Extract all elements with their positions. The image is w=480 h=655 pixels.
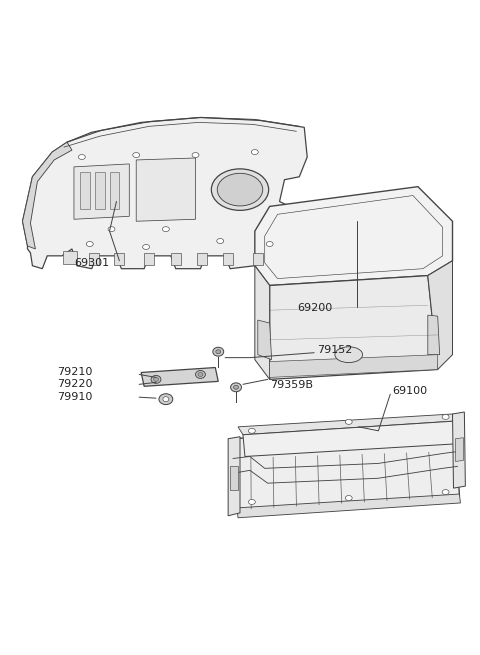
Polygon shape (171, 253, 180, 265)
Polygon shape (453, 412, 466, 488)
Ellipse shape (217, 238, 224, 244)
Polygon shape (89, 253, 99, 265)
Ellipse shape (154, 377, 158, 381)
Polygon shape (63, 251, 77, 264)
Polygon shape (233, 424, 459, 510)
Ellipse shape (249, 428, 255, 433)
Polygon shape (228, 437, 240, 515)
Ellipse shape (143, 244, 150, 250)
Polygon shape (255, 266, 270, 379)
Ellipse shape (234, 385, 239, 389)
Polygon shape (253, 253, 263, 265)
Ellipse shape (335, 346, 362, 363)
Polygon shape (197, 253, 207, 265)
Ellipse shape (192, 153, 199, 157)
Polygon shape (114, 253, 124, 265)
Ellipse shape (159, 394, 173, 405)
Ellipse shape (162, 227, 169, 232)
Polygon shape (95, 172, 105, 210)
Ellipse shape (198, 373, 203, 377)
Text: 79210: 79210 (57, 367, 93, 377)
Polygon shape (230, 466, 238, 490)
Polygon shape (243, 421, 459, 457)
Polygon shape (74, 164, 129, 219)
Text: 79910: 79910 (57, 392, 93, 402)
Polygon shape (428, 261, 453, 369)
Ellipse shape (213, 347, 224, 356)
Ellipse shape (230, 383, 241, 392)
Text: 79152: 79152 (317, 345, 352, 355)
Ellipse shape (442, 415, 449, 419)
Polygon shape (237, 494, 460, 517)
Polygon shape (144, 253, 154, 265)
Ellipse shape (195, 371, 205, 379)
Ellipse shape (345, 419, 352, 424)
Polygon shape (223, 253, 233, 265)
Ellipse shape (249, 500, 255, 504)
Ellipse shape (266, 242, 273, 246)
Text: 69200: 69200 (297, 303, 333, 313)
Ellipse shape (108, 227, 115, 232)
Ellipse shape (345, 496, 352, 500)
Text: 79359B: 79359B (270, 381, 312, 390)
Ellipse shape (151, 375, 161, 383)
Polygon shape (428, 315, 440, 354)
Polygon shape (23, 142, 72, 249)
Polygon shape (238, 414, 457, 435)
Text: 69301: 69301 (74, 258, 109, 268)
Ellipse shape (163, 397, 169, 402)
Polygon shape (270, 354, 438, 377)
Polygon shape (456, 438, 463, 461)
Polygon shape (136, 158, 195, 221)
Ellipse shape (78, 155, 85, 159)
Text: 69100: 69100 (392, 386, 427, 396)
Polygon shape (80, 172, 90, 210)
Ellipse shape (216, 350, 221, 354)
Ellipse shape (133, 153, 140, 157)
Polygon shape (258, 320, 272, 360)
Ellipse shape (217, 174, 263, 206)
Polygon shape (141, 367, 218, 386)
Ellipse shape (442, 489, 449, 495)
Polygon shape (109, 172, 120, 210)
Polygon shape (255, 187, 453, 286)
Polygon shape (23, 117, 307, 269)
Ellipse shape (86, 242, 93, 246)
Ellipse shape (252, 149, 258, 155)
Polygon shape (270, 276, 438, 379)
Ellipse shape (211, 169, 269, 210)
Text: 79220: 79220 (57, 379, 93, 389)
